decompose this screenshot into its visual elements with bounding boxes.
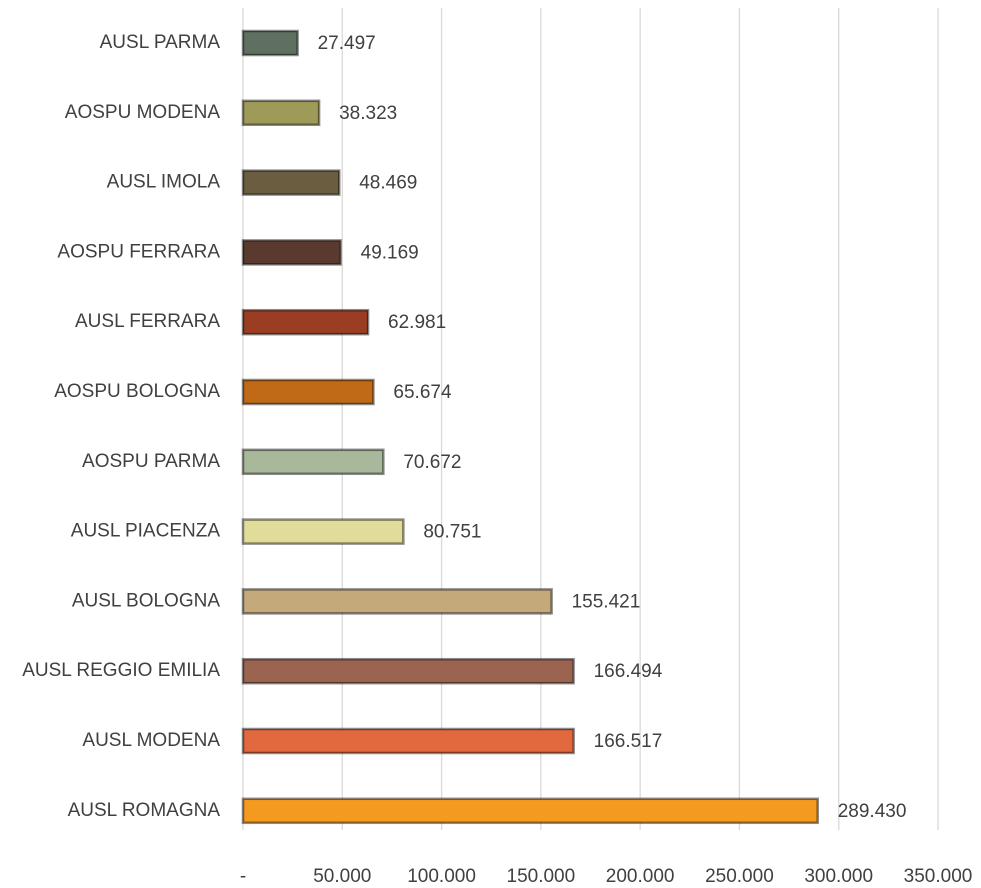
value-label: 155.421 bbox=[572, 591, 641, 612]
x-tick-label: - bbox=[240, 866, 246, 887]
value-label: 49.169 bbox=[361, 242, 419, 263]
y-tick-label: AUSL IMOLA bbox=[107, 172, 221, 193]
value-label: 70.672 bbox=[403, 452, 461, 473]
y-tick-label: AOSPU BOLOGNA bbox=[54, 381, 220, 402]
x-tick-label: 100.000 bbox=[407, 866, 476, 887]
bar bbox=[241, 518, 405, 545]
value-label: 166.517 bbox=[594, 731, 663, 752]
y-tick-label: AUSL FERRARA bbox=[75, 311, 220, 332]
x-tick-label: 350.000 bbox=[904, 866, 973, 887]
bar bbox=[241, 308, 370, 336]
value-label: 27.497 bbox=[318, 33, 376, 54]
bar bbox=[241, 657, 575, 685]
y-tick-label: AUSL PARMA bbox=[100, 32, 221, 53]
y-tick-label: AUSL ROMAGNA bbox=[68, 800, 221, 821]
y-tick-label: AUSL REGGIO EMILIA bbox=[22, 660, 220, 681]
y-tick-label: AUSL PIACENZA bbox=[71, 521, 221, 542]
y-tick-label: AOSPU MODENA bbox=[65, 102, 221, 123]
value-label: 62.981 bbox=[388, 312, 446, 333]
x-tick-label: 300.000 bbox=[804, 866, 873, 887]
value-label: 65.674 bbox=[393, 382, 452, 403]
bar bbox=[241, 448, 385, 476]
bar bbox=[241, 99, 321, 127]
bar bbox=[241, 378, 375, 406]
y-tick-label: AUSL MODENA bbox=[82, 730, 220, 751]
value-label: 289.430 bbox=[838, 801, 907, 822]
bar bbox=[241, 29, 299, 57]
y-tick-label: AOSPU FERRARA bbox=[57, 241, 220, 262]
value-label: 38.323 bbox=[339, 103, 397, 124]
bar bbox=[241, 588, 553, 615]
y-tick-label: AOSPU PARMA bbox=[82, 451, 220, 472]
bar bbox=[241, 239, 342, 266]
bar bbox=[241, 727, 575, 755]
value-label: 80.751 bbox=[423, 522, 481, 543]
x-tick-label: 250.000 bbox=[705, 866, 774, 887]
value-label: 166.494 bbox=[594, 661, 663, 682]
y-tick-label: AUSL BOLOGNA bbox=[72, 590, 221, 611]
value-label: 48.469 bbox=[359, 173, 417, 194]
x-tick-label: 200.000 bbox=[606, 866, 675, 887]
x-tick-label: 50.000 bbox=[313, 866, 371, 887]
x-tick-label: 150.000 bbox=[507, 866, 576, 887]
bar bbox=[241, 797, 819, 825]
bar bbox=[241, 169, 341, 196]
